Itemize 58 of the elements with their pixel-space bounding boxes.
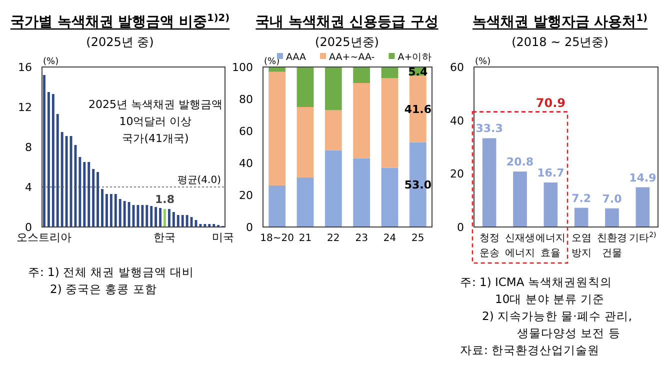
y-tick-label: 16 bbox=[18, 61, 32, 74]
chart-subtitle: (2018 ~ 25년중) bbox=[512, 35, 608, 49]
x-tick-label: 청정 운송 bbox=[479, 233, 500, 259]
data-label: 1.8 bbox=[154, 193, 174, 206]
y-tick-label: 20 bbox=[239, 189, 253, 202]
x-tick-label: 22 bbox=[327, 233, 340, 244]
x-tick-label: 24 bbox=[383, 233, 396, 244]
x-tick-label: 오염 방지 bbox=[571, 233, 592, 259]
y-tick-label: 0 bbox=[246, 221, 253, 234]
data-label: 7.2 bbox=[572, 192, 592, 205]
y-tick-label: 40 bbox=[239, 157, 253, 170]
text: 2) 지속가능한 물·폐수 관리, 생물다양성 보전 등 bbox=[482, 309, 632, 340]
x-tick-label: 신재생 에너지 bbox=[505, 233, 535, 259]
legend-label: AA+~AA- bbox=[329, 52, 375, 63]
x-tick-label: 친환경 건물 bbox=[597, 233, 627, 259]
ref-line-label: 평균(4.0) bbox=[177, 175, 222, 186]
y-axis-title: (%) bbox=[475, 57, 491, 67]
y-axis-title: (%) bbox=[43, 57, 59, 67]
data-label: 7.0 bbox=[602, 192, 622, 206]
y-tick-label: 0 bbox=[25, 221, 32, 234]
chart-title: 국내 녹색채권 신용등급 구성 bbox=[256, 14, 438, 30]
x-tick-label: 기타$^{2)}$ bbox=[629, 231, 657, 244]
y-tick-label: 4 bbox=[25, 181, 32, 194]
chart-subtitle: (2025년 중) bbox=[86, 35, 154, 49]
y-tick-label: 100 bbox=[232, 61, 253, 74]
y-tick-label: 20 bbox=[450, 168, 464, 181]
text: 주: 1) ICMA 녹색채권원칙의 10대 분야 분류 기준 bbox=[460, 275, 612, 306]
x-tick-label: 한국 bbox=[154, 231, 176, 244]
x-tick-label: 25 bbox=[412, 233, 424, 244]
x-tick-label: 미국 bbox=[212, 231, 234, 244]
x-tick-label: 오스트리아 bbox=[16, 231, 72, 244]
y-tick-label: 80 bbox=[239, 93, 253, 106]
x-tick-label: 18~20 bbox=[260, 233, 294, 244]
chart-title: 녹색채권 발행자금 사용처$^{1)}$ bbox=[472, 12, 648, 30]
data-label: 33.3 bbox=[476, 122, 503, 136]
legend-label: A+이하 bbox=[398, 52, 432, 63]
data-label: 14.9 bbox=[629, 171, 656, 184]
data-label: 41.6 bbox=[404, 102, 432, 116]
y-tick-label: 8 bbox=[25, 141, 32, 154]
data-label: 20.8 bbox=[506, 156, 534, 169]
y-tick-label: 40 bbox=[450, 114, 464, 128]
x-tick-label: 23 bbox=[355, 233, 368, 244]
annotation: 70.9 bbox=[536, 96, 566, 110]
data-label: 16.7 bbox=[537, 166, 564, 180]
chart-title: 국가별 녹색채권 발행금액 비중$^{1)2)}$ bbox=[10, 12, 230, 30]
annotation: 2025년 녹색채권 발행금액 10억달러 이상 국가(41개국) bbox=[88, 98, 222, 145]
y-tick-label: 60 bbox=[239, 125, 253, 138]
text: 2) 중국은 홍콩 포함 bbox=[50, 282, 157, 296]
text: 자료: 한국환경산업기술원 bbox=[460, 343, 600, 357]
text: 주: 1) 전체 채권 발행금액 대비 bbox=[28, 265, 194, 279]
y-tick-label: 0 bbox=[457, 221, 464, 234]
chart-subtitle: (2025년중) bbox=[315, 35, 379, 49]
y-tick-label: 60 bbox=[450, 61, 464, 74]
x-tick-label: 21 bbox=[298, 233, 312, 244]
data-label: 53.0 bbox=[404, 178, 432, 192]
legend-label: AAA bbox=[286, 52, 307, 63]
x-tick-label: 에너지 효율 bbox=[536, 233, 566, 259]
y-tick-label: 12 bbox=[18, 101, 32, 114]
